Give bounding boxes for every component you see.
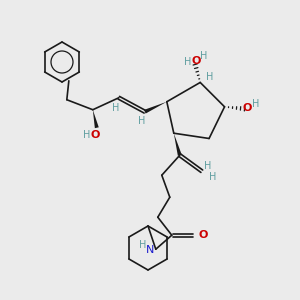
Polygon shape — [144, 102, 167, 114]
Text: H: H — [184, 58, 191, 68]
Text: H: H — [138, 116, 146, 126]
Text: H: H — [209, 172, 217, 182]
Text: H: H — [200, 52, 207, 61]
Text: O: O — [243, 103, 252, 113]
Text: H: H — [204, 161, 212, 171]
Text: O: O — [191, 56, 201, 67]
Polygon shape — [174, 133, 182, 156]
Text: H: H — [112, 103, 119, 113]
Text: O: O — [90, 130, 100, 140]
Text: H: H — [252, 99, 259, 109]
Text: N: N — [146, 245, 154, 255]
Text: H: H — [83, 130, 91, 140]
Text: H: H — [206, 73, 213, 82]
Polygon shape — [93, 110, 99, 128]
Text: O: O — [198, 230, 208, 240]
Text: H: H — [139, 240, 146, 250]
